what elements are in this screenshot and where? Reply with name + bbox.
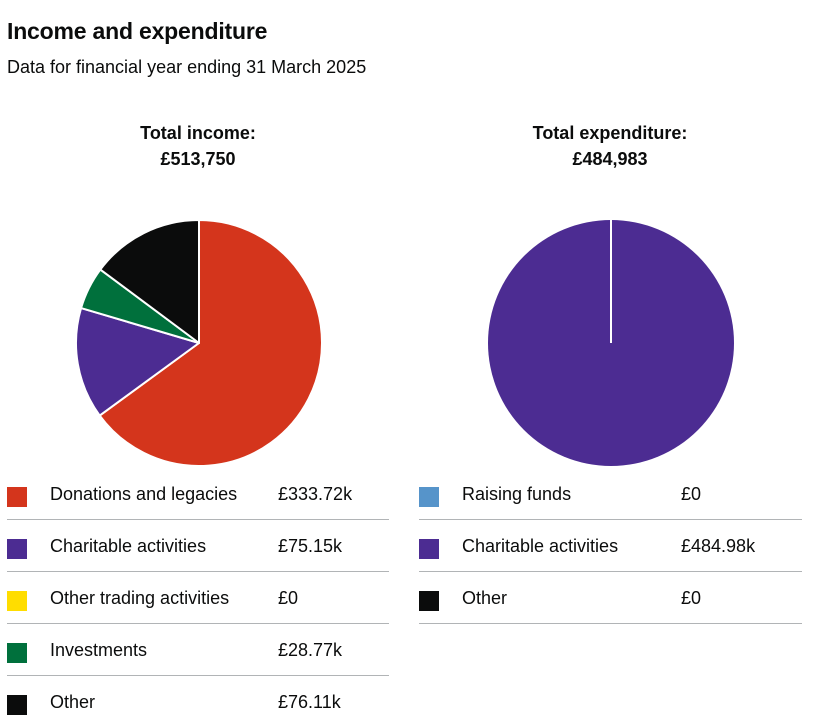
income-total: Total income: £513,750 [98,120,298,172]
legend-swatch [7,695,27,715]
legend-value: £0 [278,588,299,608]
pie-slice-donations-and-legacies [98,219,323,467]
legend-value: £484.98k [681,536,756,556]
legend-label: Donations and legacies [50,484,238,504]
expenditure-total-label: Total expenditure: [532,123,688,143]
income-panel: Total income: £513,750 Donations and leg… [0,0,400,728]
legend-value: £0 [681,588,702,608]
expenditure-panel: Total expenditure: £484,983 Raising fund… [412,0,812,728]
income-legend: Donations and legacies £333.72k Charitab… [7,468,389,727]
legend-swatch [419,487,439,507]
legend-value: £0 [681,484,702,504]
legend-row-other-trading-activities: Other trading activities £0 [7,572,389,624]
income-total-value: £513,750 [160,149,236,169]
section-subheading: Data for financial year ending 31 March … [7,57,367,77]
legend-label: Other [462,588,508,608]
legend-value: £28.77k [278,640,343,660]
legend-value: £76.11k [278,692,341,712]
income-pie-chart [75,219,323,467]
legend-label: Charitable activities [50,536,207,556]
legend-row-donations-and-legacies: Donations and legacies £333.72k [7,468,389,520]
legend-label: Raising funds [462,484,572,504]
legend-swatch [7,643,27,663]
legend-label: Charitable activities [462,536,619,556]
expenditure-total: Total expenditure: £484,983 [510,120,710,172]
legend-row-other: Other £0 [419,572,802,624]
legend-label: Other [50,692,96,712]
legend-row-raising-funds: Raising funds £0 [419,468,802,520]
legend-swatch [419,539,439,559]
expenditure-pie-chart [488,220,734,466]
legend-value: £75.15k [278,536,343,556]
legend-swatch [7,539,27,559]
expenditure-legend: Raising funds £0 Charitable activities £… [419,468,802,624]
section-heading: Income and expenditure [7,18,268,44]
legend-value: £333.72k [278,484,353,504]
pie-slice-other [99,219,200,344]
legend-label: Other trading activities [50,588,230,608]
legend-swatch [7,591,27,611]
expenditure-total-value: £484,983 [572,149,648,169]
legend-swatch [7,487,27,507]
legend-row-charitable-activities: Charitable activities £484.98k [419,520,802,572]
legend-swatch [419,591,439,611]
legend-row-investments: Investments £28.77k [7,624,389,676]
legend-row-charitable-activities: Charitable activities £75.15k [7,520,389,572]
income-total-label: Total income: [140,123,256,143]
legend-label: Investments [50,640,148,660]
legend-row-other: Other £76.11k [7,676,389,727]
